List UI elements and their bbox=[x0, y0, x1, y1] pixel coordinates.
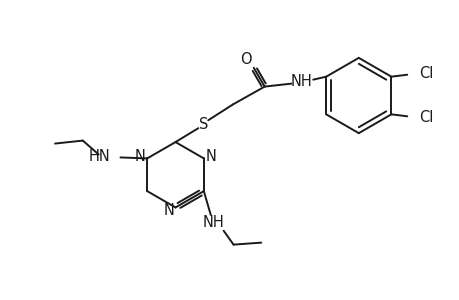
Text: N: N bbox=[134, 149, 146, 164]
Text: NH: NH bbox=[202, 215, 224, 230]
Text: N: N bbox=[205, 149, 216, 164]
Text: HN: HN bbox=[89, 149, 110, 164]
Text: NH: NH bbox=[290, 74, 312, 89]
Text: O: O bbox=[240, 52, 251, 67]
Text: N: N bbox=[163, 203, 174, 218]
Text: Cl: Cl bbox=[418, 110, 432, 125]
Text: S: S bbox=[198, 117, 207, 132]
Text: Cl: Cl bbox=[418, 66, 432, 81]
